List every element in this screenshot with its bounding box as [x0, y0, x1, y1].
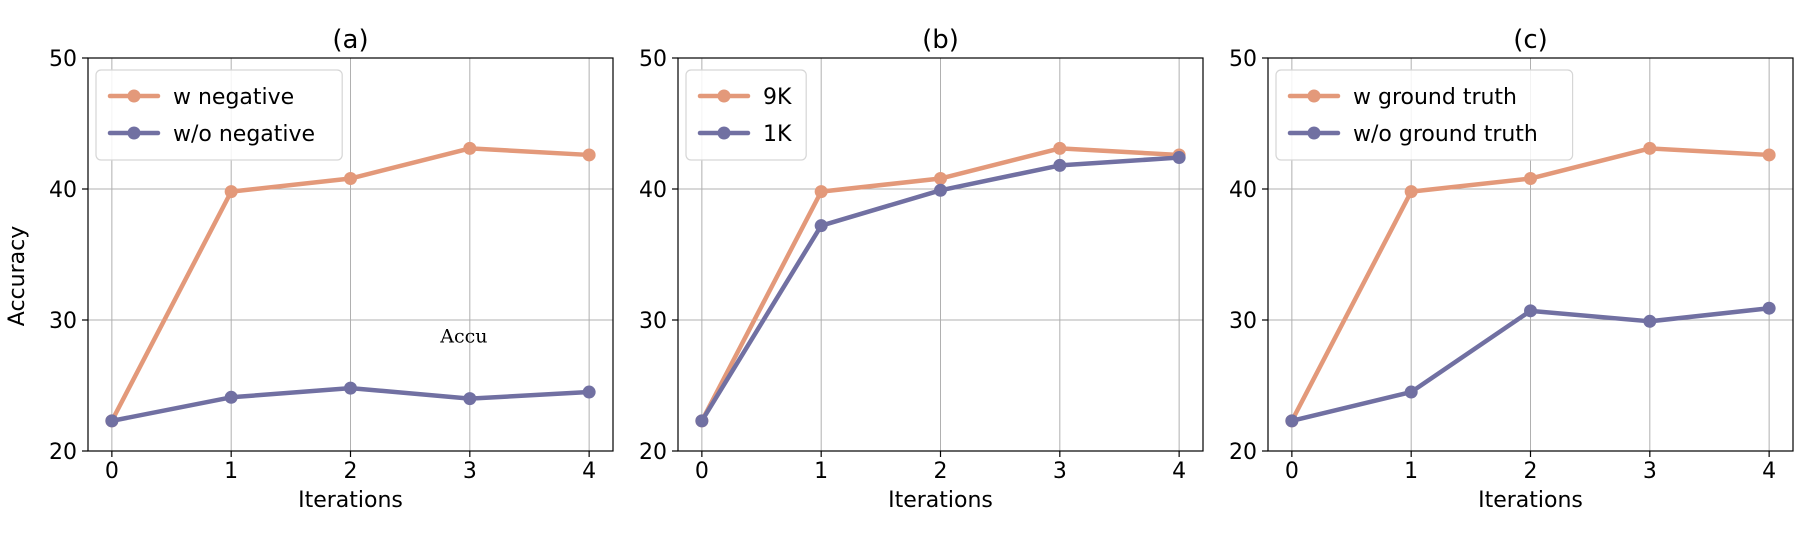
y-tick-label: 30: [639, 309, 667, 334]
x-axis-label: Iterations: [888, 488, 993, 513]
x-tick-label: 0: [1285, 459, 1299, 484]
legend-label: w negative: [173, 85, 294, 110]
x-tick-label: 1: [224, 459, 238, 484]
y-tick-label: 30: [49, 309, 77, 334]
legend-swatch-marker: [1307, 89, 1321, 103]
legend-swatch-marker: [717, 126, 731, 140]
y-tick-label: 50: [639, 47, 667, 72]
x-tick-label: 3: [1053, 459, 1067, 484]
x-axis-label: Iterations: [298, 488, 403, 513]
legend-swatch-marker: [1307, 126, 1321, 140]
x-tick-label: 4: [1762, 459, 1776, 484]
data-point: [463, 392, 477, 406]
data-point: [814, 185, 828, 199]
legend-box: [95, 69, 343, 161]
chart-title: (a): [332, 25, 368, 55]
y-tick-label: 40: [1229, 178, 1257, 203]
data-point: [344, 172, 357, 186]
data-point: [582, 148, 596, 162]
y-tick-label: 20: [639, 440, 667, 465]
data-point: [224, 390, 238, 404]
y-tick-label: 40: [639, 178, 667, 203]
legend: w negative w/o negative: [95, 69, 343, 161]
data-point: [695, 414, 709, 428]
legend: w ground truth w/o ground truth: [1275, 69, 1574, 161]
data-point: [1643, 141, 1657, 155]
x-tick-label: 1: [1404, 459, 1418, 484]
legend-swatch-marker: [717, 89, 731, 103]
x-tick-label: 2: [344, 459, 358, 484]
legend-label: 1K: [763, 122, 792, 147]
x-tick-label: 2: [1524, 459, 1538, 484]
panel-a: 0 1 2 3 4 20 30 40 50 (a) Iterations Accu w negative…: [49, 25, 614, 513]
data-point: [582, 385, 596, 399]
panel-c: 0 1 2 3 4 20 30 40 50 (c) Iterations w ground truth…: [1229, 25, 1794, 513]
x-axis-label: Iterations: [1478, 488, 1583, 513]
legend-label: w ground truth: [1353, 85, 1517, 110]
y-tick-label: 40: [49, 178, 77, 203]
x-tick-label: 4: [582, 459, 596, 484]
data-point: [1524, 172, 1537, 186]
x-tick-label: 1: [814, 459, 828, 484]
legend-label: w/o negative: [173, 122, 315, 147]
data-point: [934, 172, 947, 186]
data-point: [1172, 151, 1186, 165]
data-point: [463, 141, 477, 155]
x-tick-label: 4: [1172, 459, 1186, 484]
legend-swatch-marker: [127, 126, 141, 140]
data-point: [1643, 314, 1657, 328]
figure-ylabel: Accuracy: [5, 226, 30, 326]
x-tick-label: 3: [1643, 459, 1657, 484]
y-tick-label: 50: [1229, 47, 1257, 72]
annotation: Accu: [439, 325, 487, 347]
data-point: [1053, 141, 1067, 155]
data-point: [1524, 304, 1537, 318]
x-tick-label: 0: [695, 459, 709, 484]
y-tick-label: 20: [1229, 440, 1257, 465]
legend-box: [685, 69, 807, 161]
chart-title: (b): [922, 25, 959, 55]
legend-label: 9K: [763, 85, 792, 110]
data-point: [1404, 385, 1418, 399]
data-point: [344, 381, 357, 395]
legend-label: w/o ground truth: [1353, 122, 1538, 147]
data-point: [814, 219, 828, 233]
y-tick-label: 20: [49, 440, 77, 465]
x-tick-label: 0: [105, 459, 119, 484]
data-point: [934, 183, 947, 197]
data-point: [1053, 158, 1067, 172]
legend-box: [1275, 69, 1574, 161]
chart-title: (c): [1513, 25, 1548, 55]
data-point: [224, 185, 238, 199]
data-point: [1404, 185, 1418, 199]
data-point: [1762, 301, 1776, 315]
y-tick-label: 50: [49, 47, 77, 72]
x-tick-label: 2: [934, 459, 948, 484]
y-tick-label: 30: [1229, 309, 1257, 334]
x-tick-label: 3: [463, 459, 477, 484]
data-point: [1762, 148, 1776, 162]
data-point: [105, 414, 119, 428]
legend-swatch-marker: [127, 89, 141, 103]
data-point: [1285, 414, 1299, 428]
